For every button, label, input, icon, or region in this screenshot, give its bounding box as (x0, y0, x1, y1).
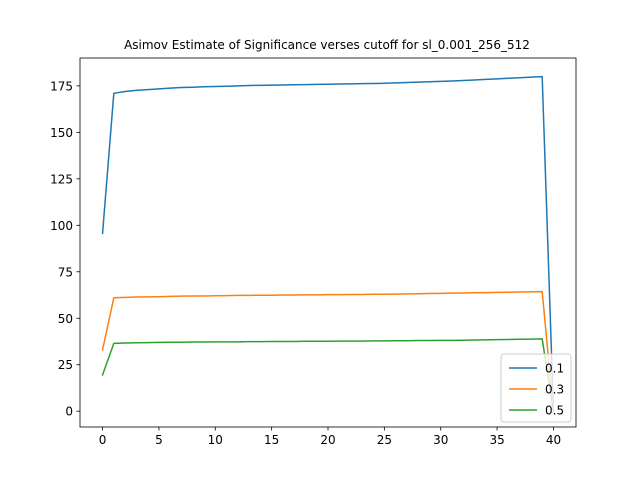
series-line-0.3 (101, 290, 555, 413)
legend-label-0.3: 0.3 (545, 383, 564, 397)
chart-title: Asimov Estimate of Significance verses c… (124, 38, 530, 52)
x-tick-label: 20 (320, 433, 335, 447)
legend-box (500, 353, 572, 423)
y-tick-label: 50 (58, 312, 73, 326)
x-tick-label: 0 (99, 433, 107, 447)
legend-label-0.5: 0.5 (545, 404, 564, 418)
legend: 0.1 0.3 0.5 (500, 353, 572, 423)
y-tick-label: 175 (50, 79, 73, 93)
y-tick-label: 0 (65, 405, 73, 419)
x-tick-label: 30 (433, 433, 448, 447)
series-layer (101, 75, 555, 413)
x-tick-label: 35 (489, 433, 504, 447)
series-line-0.5 (101, 338, 555, 413)
axes-layer: 0 5 10 15 20 25 30 35 40 0 25 50 75 100 125 150 175 (50, 57, 577, 447)
x-tick-label: 40 (546, 433, 561, 447)
y-tick-label: 150 (50, 126, 73, 140)
x-tick-label: 25 (377, 433, 392, 447)
x-tick-label: 15 (264, 433, 279, 447)
series-line-0.1 (101, 75, 555, 412)
y-tick-label: 75 (58, 265, 73, 279)
y-tick-label: 25 (58, 358, 73, 372)
x-tick-label: 10 (208, 433, 223, 447)
y-tick-label: 100 (50, 219, 73, 233)
y-tick-label: 125 (50, 172, 73, 186)
legend-label-0.1: 0.1 (545, 362, 564, 376)
x-tick-label: 5 (155, 433, 163, 447)
